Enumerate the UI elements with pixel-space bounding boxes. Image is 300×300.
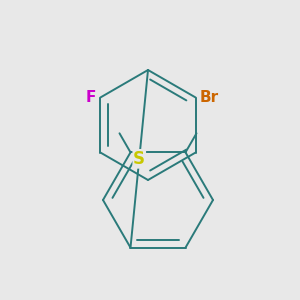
Text: F: F bbox=[85, 90, 96, 105]
Text: S: S bbox=[133, 150, 145, 168]
Text: Br: Br bbox=[200, 90, 219, 105]
